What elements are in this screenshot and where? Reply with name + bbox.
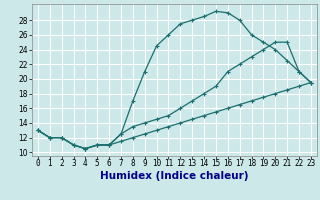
X-axis label: Humidex (Indice chaleur): Humidex (Indice chaleur) bbox=[100, 171, 249, 181]
